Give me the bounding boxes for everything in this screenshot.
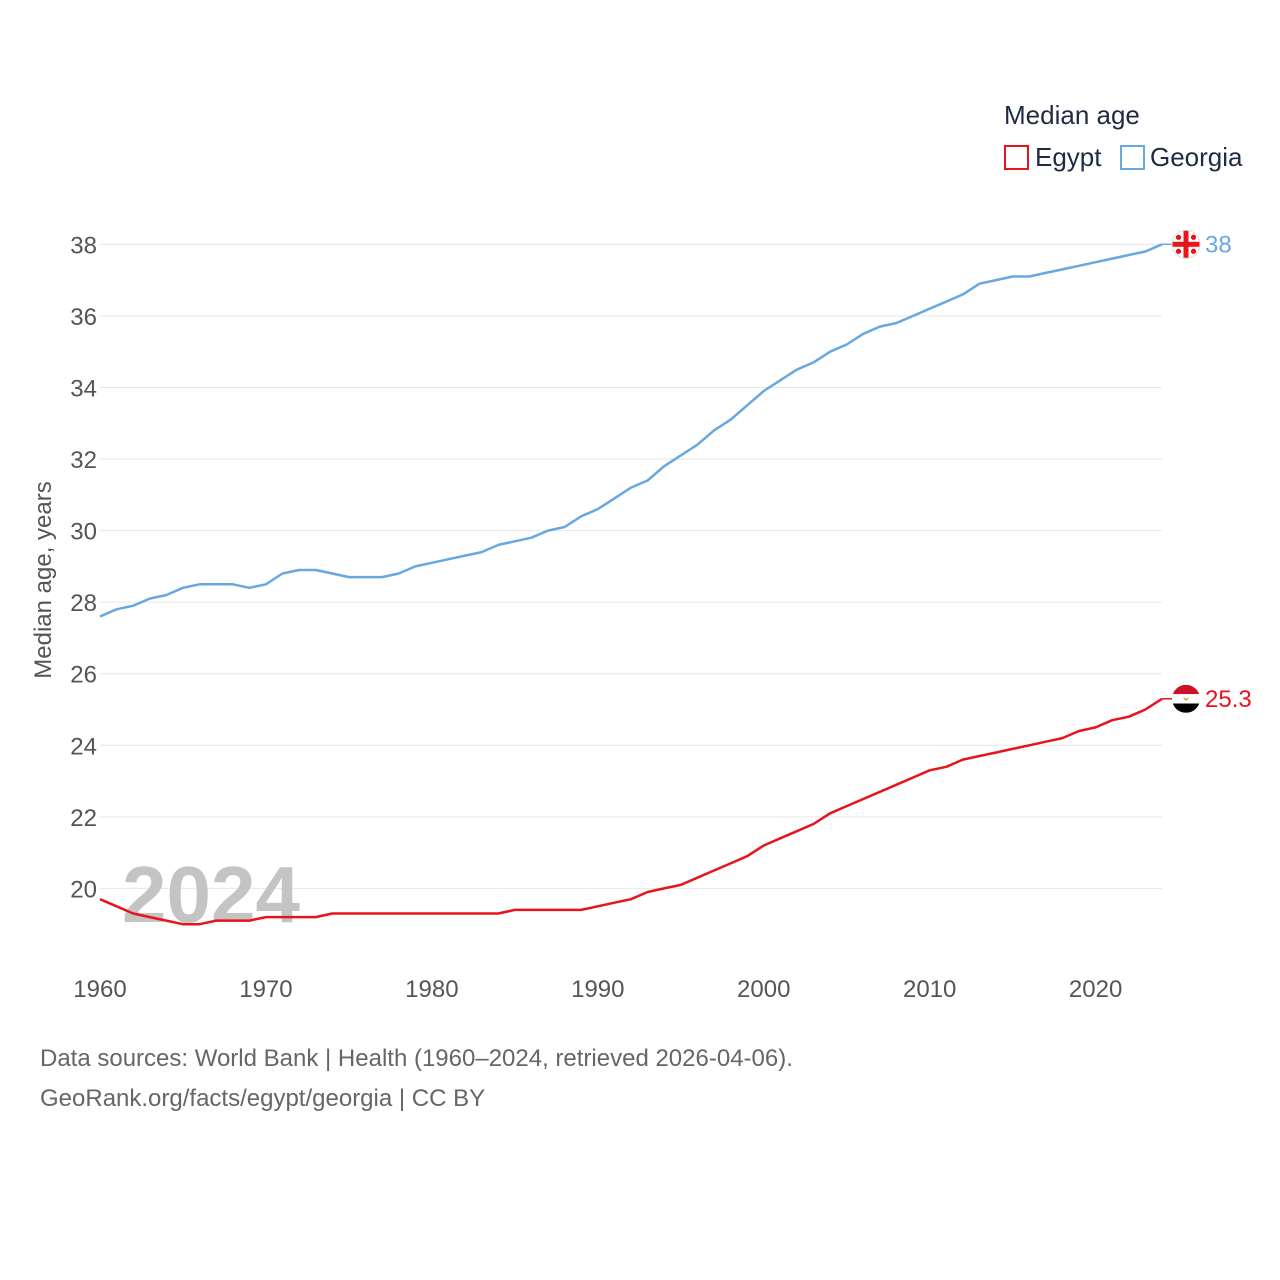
y-tick-label-32: 32 (70, 447, 97, 474)
y-tick-label-28: 28 (70, 590, 97, 617)
year-watermark: 2024 (122, 850, 300, 939)
legend-item-egypt[interactable]: Egypt (1004, 142, 1102, 172)
egypt-flag-icon (1172, 684, 1200, 713)
x-tick-label-1970: 1970 (239, 976, 292, 1003)
legend-label-egypt: Egypt (1035, 142, 1102, 172)
y-tick-label-22: 22 (70, 805, 97, 832)
x-tick-label-2010: 2010 (903, 976, 956, 1003)
y-tick-label-34: 34 (70, 375, 97, 402)
egypt-end-value: 25.3 (1205, 686, 1252, 713)
y-tick-label-20: 20 (70, 876, 97, 903)
georgia-end-value: 38 (1205, 231, 1232, 258)
x-tick-label-2000: 2000 (737, 976, 790, 1003)
legend-swatch-egypt (1004, 145, 1029, 170)
legend: Median age Egypt Georgia (1004, 100, 1243, 172)
y-tick-label-26: 26 (70, 662, 97, 689)
y-tick-label-36: 36 (70, 304, 97, 331)
x-tick-label-1990: 1990 (571, 976, 624, 1003)
legend-swatch-georgia (1120, 145, 1145, 170)
grid-lines (100, 243, 1162, 889)
series-line-egypt (99, 697, 1163, 926)
source-link-text[interactable]: GeoRank.org/facts/egypt/georgia | CC BY (40, 1085, 486, 1112)
legend-title: Median age (1004, 100, 1140, 130)
x-axis-ticks: 1960 1970 1980 1990 2000 2010 2020 (73, 976, 1122, 1003)
x-tick-label-1960: 1960 (73, 976, 126, 1003)
georgia-flag-icon (1171, 229, 1201, 259)
y-tick-label-38: 38 (70, 232, 97, 259)
y-tick-label-30: 30 (70, 519, 97, 546)
y-tick-label-24: 24 (70, 733, 97, 760)
legend-item-georgia[interactable]: Georgia (1120, 142, 1243, 172)
y-axis-ticks: 20 22 24 26 28 30 32 34 36 38 (70, 232, 97, 903)
series-line-georgia (99, 243, 1163, 618)
data-source-text: Data sources: World Bank | Health (1960–… (40, 1045, 793, 1072)
x-tick-label-1980: 1980 (405, 976, 458, 1003)
series-lines (99, 243, 1172, 926)
legend-label-georgia: Georgia (1150, 142, 1243, 172)
x-tick-label-2020: 2020 (1069, 976, 1122, 1003)
y-axis-title: Median age, years (30, 481, 57, 678)
